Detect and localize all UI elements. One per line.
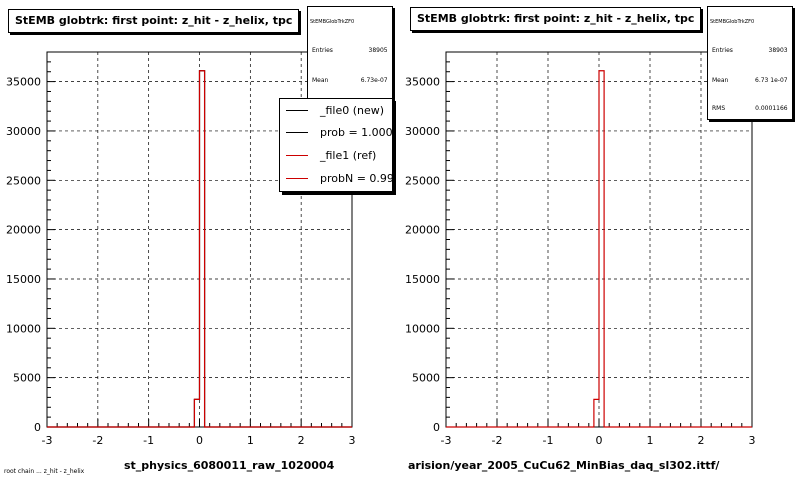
right-stats-mean-value: 6.73 1e-07 xyxy=(755,77,788,84)
legend-entry-file0: _file0 (new) xyxy=(280,101,392,121)
legend-label-probn: probN = 0.999987 xyxy=(320,172,393,185)
right-histogram-plot: -3 -2 -1 0 1 2 3 0 5000 10000 15000 20000 25000 30000… xyxy=(405,51,756,447)
right-x-tick-label: -2 xyxy=(492,434,503,447)
left-x-tick-label: 3 xyxy=(349,434,356,447)
left-x-tick-label: -3 xyxy=(42,434,53,447)
left-histogram-series-1 xyxy=(47,70,352,428)
left-histogram-pad: -3 -2 -1 0 1 2 3 0 5000 10000 15000 20000 25000 30000… xyxy=(6,6,393,472)
left-file-label: st_physics_6080011_raw_1020004 xyxy=(124,459,335,472)
right-x-tick-label: 1 xyxy=(647,434,654,447)
left-plot-title: StEMB globtrk: first point: z_hit - z_he… xyxy=(8,9,300,33)
left-stats-name: StEMBGlobTrkZF0 xyxy=(310,19,355,25)
legend-swatch-file1 xyxy=(286,155,308,156)
legend-swatch-file0 xyxy=(286,110,308,111)
right-y-tick-label: 0 xyxy=(433,421,440,434)
right-histogram-series-0 xyxy=(446,70,752,428)
left-y-tick-label: 25000 xyxy=(6,174,41,187)
right-y-tick-label: 15000 xyxy=(405,273,440,286)
left-x-tick-label: 1 xyxy=(247,434,254,447)
right-y-tick-label: 30000 xyxy=(405,125,440,138)
left-y-tick-label: 30000 xyxy=(6,125,41,138)
right-stats-entries-value: 38903 xyxy=(768,47,788,54)
right-y-tick-label: 5000 xyxy=(412,372,440,385)
legend-swatch-prob xyxy=(286,132,308,133)
legend-entry-file1: _file1 (ref) xyxy=(280,146,392,166)
right-plot-title: StEMB globtrk: first point: z_hit - z_he… xyxy=(410,7,702,31)
left-y-tick-label: 35000 xyxy=(6,76,41,89)
right-stats-name: StEMBGlobTrkZF0 xyxy=(710,19,755,25)
left-stats-entries-key: Entries xyxy=(312,47,333,54)
legend-label-file1: _file1 (ref) xyxy=(320,149,377,162)
left-x-tick-label: -2 xyxy=(92,434,103,447)
right-x-tick-label: 0 xyxy=(596,434,603,447)
right-x-tick-label: -3 xyxy=(441,434,452,447)
right-stats-rms-value: 0.0001166 xyxy=(755,105,788,112)
legend-entry-prob: prob = 1.000000 xyxy=(280,123,392,143)
right-x-tick-label: 3 xyxy=(749,434,756,447)
left-x-tick-label: -1 xyxy=(143,434,154,447)
legend-entry-probn: probN = 0.999987 xyxy=(280,169,392,189)
left-stats-mean-value: 6.73e-07 xyxy=(360,77,388,84)
left-y-tick-label: 15000 xyxy=(6,273,41,286)
left-legend: _file0 (new) prob = 1.000000 _file1 (ref… xyxy=(279,98,393,192)
left-y-tick-label: 10000 xyxy=(6,322,41,335)
legend-label-file0: _file0 (new) xyxy=(320,104,385,117)
right-x-tick-label: 2 xyxy=(698,434,705,447)
footer-note: root chain ... z_hit - z_helix xyxy=(4,468,85,475)
right-x-tick-label: -1 xyxy=(543,434,554,447)
right-histogram-pad: -3 -2 -1 0 1 2 3 0 5000 10000 15000 20000 25000 30000… xyxy=(400,0,800,480)
right-y-tick-label: 25000 xyxy=(405,174,440,187)
legend-swatch-probn xyxy=(286,178,308,179)
right-stats-rms-key: RMS xyxy=(712,105,726,112)
left-stats-box: StEMBGlobTrkZF0 Entries 38905 Mean 6.73e… xyxy=(307,6,393,100)
legend-label-prob: prob = 1.000000 xyxy=(320,126,393,139)
left-stats-entries-value: 38905 xyxy=(368,47,388,54)
left-y-tick-label: 20000 xyxy=(6,224,41,237)
left-stats-mean-key: Mean xyxy=(312,77,329,84)
right-y-tick-label: 20000 xyxy=(405,224,440,237)
right-stats-box: StEMBGlobTrkZF0 Entries 38903 Mean 6.73 … xyxy=(707,6,793,120)
right-y-tick-label: 35000 xyxy=(405,76,440,89)
left-y-tick-label: 0 xyxy=(34,421,41,434)
right-stats-mean-key: Mean xyxy=(712,77,729,84)
left-x-tick-label: 0 xyxy=(196,434,203,447)
right-stats-entries-key: Entries xyxy=(712,47,733,54)
left-y-tick-label: 5000 xyxy=(13,372,41,385)
left-x-tick-label: 2 xyxy=(298,434,305,447)
right-file-label: arision/year_2005_CuCu62_MinBias_daq_sl3… xyxy=(408,459,720,472)
right-y-tick-label: 10000 xyxy=(405,322,440,335)
